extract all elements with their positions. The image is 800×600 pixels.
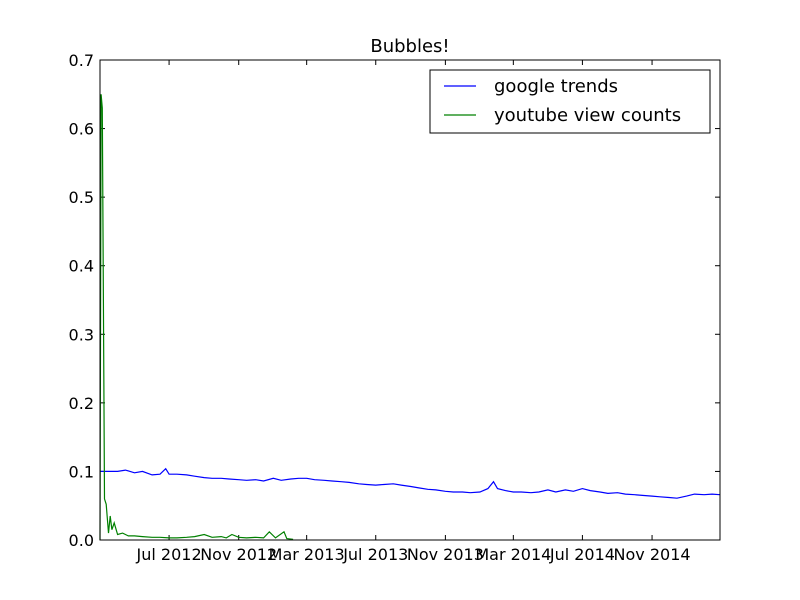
y-tick-label: 0.3 [69, 325, 94, 344]
x-tick-label: Jul 2012 [136, 545, 202, 564]
series-line-youtube-view-counts [99, 94, 294, 541]
y-tick-label: 0.7 [69, 51, 94, 70]
legend-box [429, 69, 711, 134]
plot-lines [99, 94, 721, 541]
y-tick-label: 0.6 [69, 120, 94, 139]
y-tick-label: 0.5 [69, 188, 94, 207]
y-tick-label: 0.2 [69, 394, 94, 413]
x-tick-label: Nov 2014 [614, 545, 691, 564]
chart-title: Bubbles! [370, 36, 449, 57]
legend-label-youtube-view-counts: youtube view counts [494, 105, 681, 126]
y-tick-label: 0.0 [69, 531, 94, 550]
x-tick-label: Jul 2013 [342, 545, 408, 564]
y-axis-ticks: 0.0 0.1 0.2 0.3 0.4 0.5 0.6 0.7 [69, 51, 720, 550]
y-tick-label: 0.1 [69, 462, 94, 481]
plot-frame [99, 59, 721, 541]
series-line-google-trends [100, 467, 721, 499]
x-tick-label: Nov 2012 [200, 545, 277, 564]
x-tick-label: Jul 2014 [549, 545, 615, 564]
x-tick-label: Mar 2014 [475, 545, 551, 564]
legend-label-google-trends: google trends [494, 76, 618, 97]
x-tick-label: Mar 2013 [269, 545, 345, 564]
x-tick-label: Nov 2013 [407, 545, 484, 564]
legend: google trends youtube view counts [429, 69, 711, 134]
y-tick-label: 0.4 [69, 257, 94, 276]
